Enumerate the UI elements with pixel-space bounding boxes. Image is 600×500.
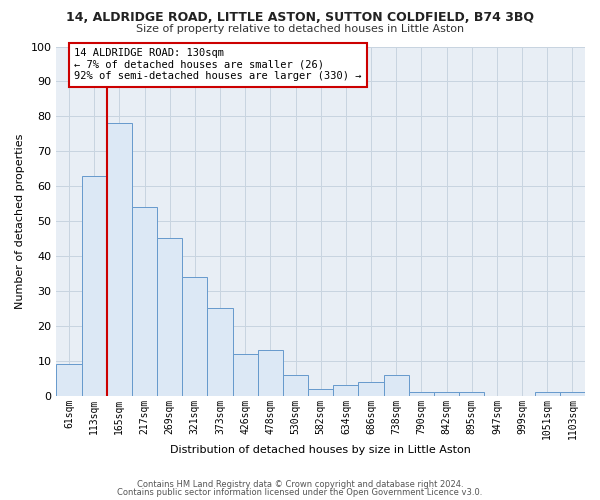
Bar [535,392,560,396]
Bar [233,354,258,396]
Bar [283,374,308,396]
Bar [560,392,585,396]
Bar [56,364,82,396]
Bar [107,124,132,396]
Bar [157,238,182,396]
Y-axis label: Number of detached properties: Number of detached properties [15,134,25,308]
Text: Contains HM Land Registry data © Crown copyright and database right 2024.: Contains HM Land Registry data © Crown c… [137,480,463,489]
Bar [132,207,157,396]
Bar [459,392,484,396]
Text: Size of property relative to detached houses in Little Aston: Size of property relative to detached ho… [136,24,464,34]
Bar [409,392,434,396]
Bar [82,176,107,396]
Bar [383,374,409,396]
Bar [358,382,383,396]
Bar [258,350,283,396]
Bar [182,277,208,396]
Bar [434,392,459,396]
X-axis label: Distribution of detached houses by size in Little Aston: Distribution of detached houses by size … [170,445,471,455]
Text: 14 ALDRIDGE ROAD: 130sqm
← 7% of detached houses are smaller (26)
92% of semi-de: 14 ALDRIDGE ROAD: 130sqm ← 7% of detache… [74,48,362,82]
Text: 14, ALDRIDGE ROAD, LITTLE ASTON, SUTTON COLDFIELD, B74 3BQ: 14, ALDRIDGE ROAD, LITTLE ASTON, SUTTON … [66,11,534,24]
Text: Contains public sector information licensed under the Open Government Licence v3: Contains public sector information licen… [118,488,482,497]
Bar [308,388,333,396]
Bar [333,385,358,396]
Bar [208,308,233,396]
